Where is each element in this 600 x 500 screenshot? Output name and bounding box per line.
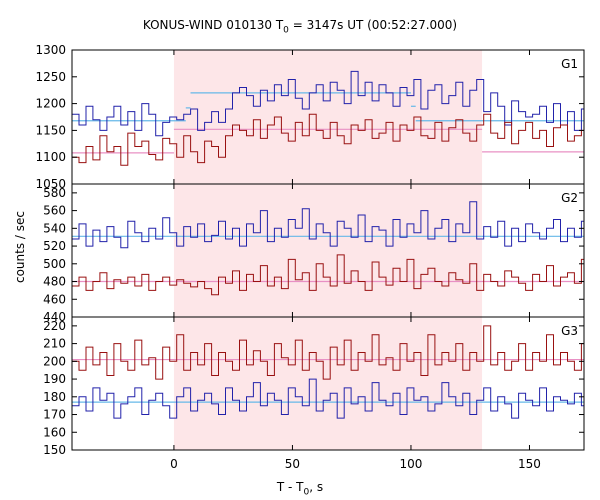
y-tick-label: 1250 [35,70,66,84]
y-tick-label: 460 [43,292,66,306]
y-tick-label: 220 [43,319,66,333]
panel-label: G3 [561,324,578,338]
y-tick-label: 200 [43,354,66,368]
y-tick-label: 580 [43,186,66,200]
panel-g3: 150 160 170 180 190 200 210 220 G3 [43,316,585,457]
y-tick-label: 150 [43,443,66,457]
panel-g2: 440 460 480 500 520 540 560 580 G2 [43,183,585,324]
panel-g1: 1050 1100 1150 1200 1250 1300 G1 [35,43,585,191]
y-tick-label: 160 [43,425,66,439]
y-tick-label: 500 [43,257,66,271]
x-tick-label: 50 [285,457,300,471]
xlabel-prefix: T - T [276,480,304,494]
y-tick-label: 1050 [35,177,66,191]
series-blue-g1 [72,70,584,137]
highlight-interval [173,50,483,450]
y-tick-label: 180 [43,390,66,404]
y-tick-label: 190 [43,372,66,386]
xlabel-subscript: 0 [303,487,310,498]
x-axis-label: T - T0, s [0,480,600,497]
chart-title: KONUS-WIND 010130 T0 = 3147s UT (00:52:2… [0,18,600,35]
y-tick-label: 540 [43,221,66,235]
title-suffix: = 3147s UT (00:52:27.000) [288,18,458,32]
y-tick-label: 210 [43,337,66,351]
y-tick-label: 440 [43,310,66,324]
y-tick-label: 520 [43,239,66,253]
xlabel-suffix: , s [309,480,324,494]
panel-label: G1 [561,57,578,71]
y-tick-label: 1200 [35,97,66,111]
y-tick-label: 1100 [35,150,66,164]
x-tick-label: 100 [400,457,423,471]
y-tick-label: 560 [43,204,66,218]
series-red-g2 [72,254,584,296]
y-tick-label: 1150 [35,123,66,137]
series-red-g3 [72,325,584,380]
title-prefix: KONUS-WIND 010130 T [142,18,284,32]
title-subscript: 0 [283,25,289,36]
x-tick-label: 0 [170,457,178,471]
series-red-g1 [72,113,584,166]
y-tick-label: 1300 [35,43,66,57]
y-tick-label: 480 [43,275,66,289]
x-tick-label: 150 [518,457,541,471]
y-axis-label: counts / sec [13,211,27,284]
panel-frame-g3 [71,316,585,451]
series-blue-g2 [72,201,584,249]
series-blue-g3 [72,378,584,419]
y-tick-label: 170 [43,408,66,422]
panel-label: G2 [561,191,578,205]
